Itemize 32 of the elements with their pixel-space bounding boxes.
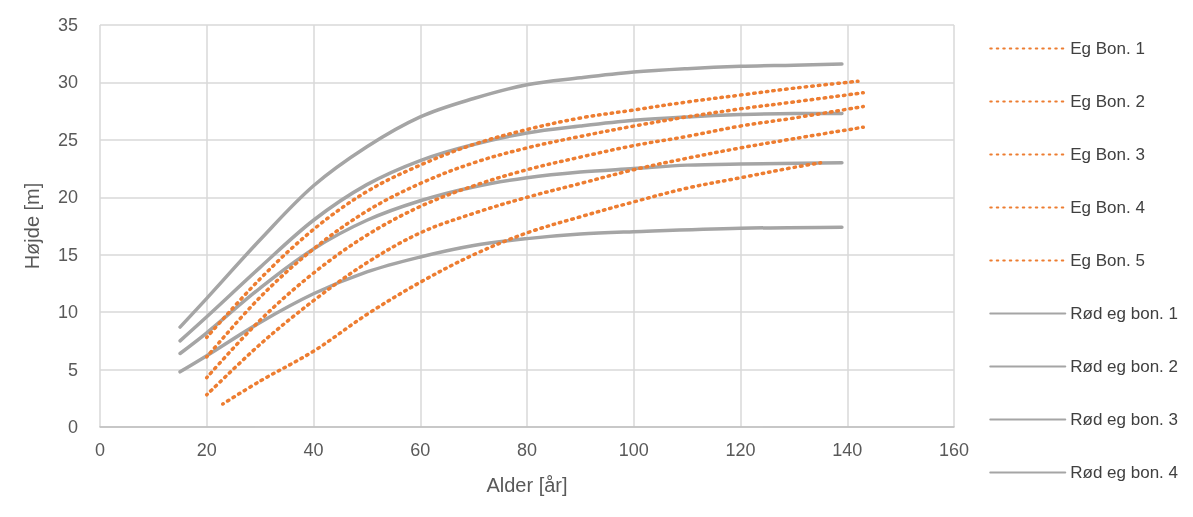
legend-label: Eg Bon. 2	[1070, 92, 1145, 111]
line-series	[178, 111, 844, 343]
x-tick-label: 60	[410, 440, 431, 460]
y-tick-label: 0	[67, 417, 78, 437]
y-tick-label: 35	[57, 15, 78, 35]
legend-label: Rød eg bon. 1	[1070, 304, 1179, 323]
legend-label: Rød eg bon. 2	[1070, 357, 1179, 376]
line-series	[221, 161, 823, 406]
y-tick-label: 20	[57, 187, 78, 208]
x-tick-label: 160	[938, 440, 970, 460]
legend-label: Eg Bon. 1	[1070, 39, 1145, 58]
line-series	[178, 225, 844, 374]
x-tick-label: 120	[725, 440, 756, 460]
y-tick-label: 25	[57, 129, 78, 150]
x-tick-label: 0	[94, 440, 106, 460]
y-tick-label: 10	[57, 302, 78, 323]
x-tick-label: 20	[196, 440, 217, 460]
x-tick-label: 140	[832, 440, 863, 460]
legend-label: Rød eg bon. 3	[1070, 410, 1179, 429]
legend-label: Eg Bon. 4	[1070, 198, 1145, 217]
x-tick-label: 100	[618, 440, 649, 460]
x-axis-title: Alder [år]	[486, 474, 568, 496]
y-axis-title: Højde [m]	[21, 182, 43, 270]
y-tick-label: 15	[57, 244, 78, 265]
legend-label: Eg Bon. 5	[1070, 251, 1145, 270]
x-tick-label: 80	[516, 440, 538, 460]
legend-label: Eg Bon. 3	[1070, 145, 1145, 164]
x-tick-label: 40	[303, 440, 324, 460]
y-tick-label: 5	[67, 359, 78, 380]
legend-label: Rød eg bon. 4	[1070, 463, 1179, 482]
y-tick-label: 30	[57, 72, 78, 93]
line-series	[178, 62, 844, 329]
